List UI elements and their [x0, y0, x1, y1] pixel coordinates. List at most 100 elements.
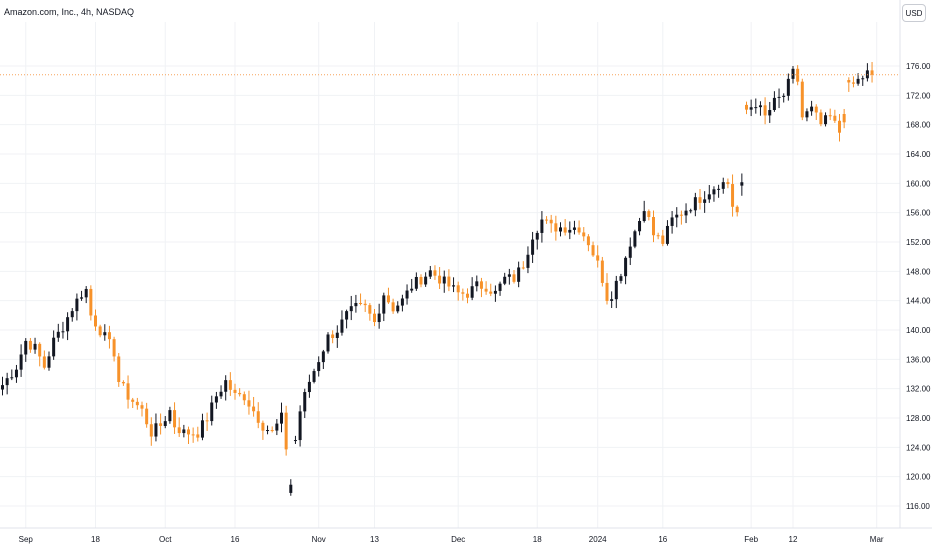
candle-body: [70, 311, 74, 318]
candle-body: [479, 281, 483, 289]
candle-body: [270, 430, 274, 432]
candle-body: [103, 332, 107, 336]
candle-body: [507, 274, 511, 277]
candle-body: [126, 383, 130, 400]
x-tick-label: Mar: [870, 535, 884, 544]
y-tick-label: 140.00: [906, 326, 931, 335]
candle-body: [84, 288, 88, 298]
candle-body: [56, 331, 60, 338]
candle-body: [452, 285, 456, 287]
candle-body: [219, 391, 223, 397]
candle-body: [568, 229, 572, 233]
candle-body: [10, 377, 14, 379]
candle-body: [410, 288, 414, 291]
candle-body: [503, 276, 507, 284]
candle-body: [661, 235, 665, 244]
candle-body: [163, 421, 167, 426]
candle-body: [791, 68, 795, 79]
candle-body: [856, 78, 860, 84]
candle-body: [135, 401, 139, 406]
candle-body: [847, 80, 851, 83]
candle-body: [368, 305, 372, 314]
candle-body: [307, 381, 311, 393]
candle-body: [117, 356, 121, 382]
candle-body: [242, 394, 246, 401]
candle-body: [419, 276, 423, 285]
candle-body: [610, 299, 614, 301]
candle-body: [326, 334, 330, 352]
candle-body: [224, 380, 228, 392]
candle-body: [754, 107, 758, 109]
candle-body: [642, 211, 646, 222]
candle-body: [438, 275, 442, 284]
candle-body: [521, 267, 525, 269]
candle-body: [382, 295, 386, 314]
candle-body: [293, 440, 297, 442]
x-tick-label: Dec: [451, 535, 465, 544]
candle-body: [98, 326, 102, 336]
candle-body: [66, 317, 70, 332]
candle-body: [531, 239, 535, 255]
candle-body: [228, 380, 232, 390]
candle-body: [321, 351, 325, 363]
candle-body: [182, 429, 186, 434]
candle-body: [559, 227, 562, 232]
y-tick-label: 116.00: [906, 502, 930, 511]
candle-body: [745, 104, 748, 110]
candle-body: [359, 302, 363, 304]
candle-body: [596, 255, 600, 261]
candle-body: [582, 232, 586, 237]
x-tick-label: Sep: [19, 535, 34, 544]
candle-body: [191, 434, 195, 436]
candle-body: [14, 369, 18, 378]
candle-body: [605, 282, 609, 301]
candle-body: [586, 236, 590, 246]
candle-body: [89, 288, 93, 316]
candle-body: [591, 245, 595, 256]
candle-body: [149, 424, 153, 437]
candle-body: [317, 362, 321, 372]
candle-body: [493, 290, 497, 294]
candle-body: [159, 423, 163, 426]
y-tick-label: 128.00: [906, 414, 931, 423]
candle-body: [772, 97, 776, 111]
candle-body: [377, 313, 381, 323]
y-tick-label: 136.00: [906, 355, 931, 364]
candle-body: [461, 292, 465, 294]
candle-body: [391, 302, 395, 312]
candle-body: [442, 276, 446, 284]
candle-body: [540, 219, 544, 233]
candle-body: [200, 420, 204, 438]
candle-body: [289, 484, 293, 493]
candle-body: [335, 332, 339, 338]
candle-body: [1, 385, 4, 390]
candle-body: [266, 430, 270, 432]
candle-body: [824, 115, 828, 125]
candle-body: [810, 106, 814, 112]
y-tick-label: 160.00: [906, 179, 931, 188]
candle-body: [154, 423, 158, 437]
candle-body: [782, 95, 786, 97]
y-tick-label: 132.00: [906, 385, 931, 394]
candle-body: [33, 343, 37, 350]
candle-body: [433, 270, 437, 276]
y-tick-label: 176.00: [906, 62, 931, 71]
candle-body: [340, 319, 344, 333]
candle-body: [284, 412, 288, 450]
candle-body: [693, 197, 697, 211]
candle-body: [526, 254, 530, 268]
candle-body: [405, 290, 409, 299]
x-tick-label: 18: [533, 535, 542, 544]
y-tick-label: 152.00: [906, 238, 931, 247]
candle-body: [470, 286, 474, 298]
candle-body: [814, 106, 818, 113]
candle-body: [298, 411, 302, 441]
candle-body: [828, 115, 832, 117]
candle-body: [275, 423, 279, 431]
currency-button[interactable]: USD: [902, 4, 926, 22]
candle-body: [721, 182, 725, 189]
candle-body: [187, 429, 190, 435]
candle-body: [861, 78, 865, 80]
